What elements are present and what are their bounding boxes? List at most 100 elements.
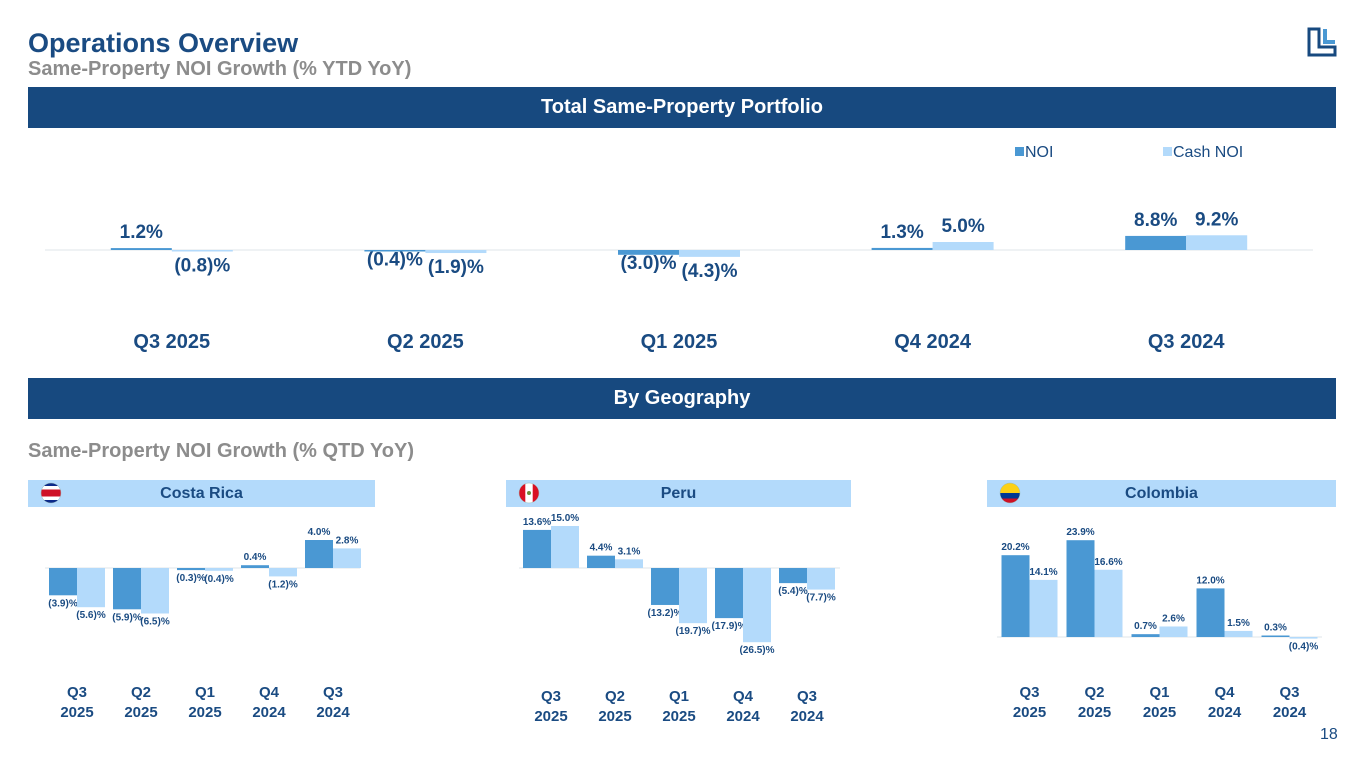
page-number: 18 xyxy=(1320,726,1338,743)
costa-rica-category-label-3-0: Q4 xyxy=(259,684,280,701)
peru-bar-noi-3 xyxy=(715,568,743,619)
costa-rica-bar-cash-noi-0 xyxy=(77,568,105,608)
total-bar-cash-noi-2 xyxy=(679,250,740,257)
total-bar-cash-noi-3 xyxy=(932,242,994,250)
costa-rica-bar-noi-2 xyxy=(177,568,205,571)
peru-title: Peru xyxy=(660,485,697,502)
peru-header: Peru xyxy=(506,480,851,507)
costa-rica-flag-icon xyxy=(40,482,62,504)
colombia-category-label-0-1: 2025 xyxy=(1013,704,1046,721)
total-legend-label-0: NOI xyxy=(1025,144,1053,161)
costa-rica-label-cash-noi-2: (0.4)% xyxy=(204,574,234,585)
total-label-noi-3: 1.3% xyxy=(880,222,923,243)
colombia-label-noi-4: 0.3% xyxy=(1264,623,1287,634)
colombia-bar-noi-4 xyxy=(1261,635,1290,637)
colombia-flag-icon xyxy=(999,482,1021,504)
colombia-label-cash-noi-4: (0.4)% xyxy=(1289,642,1319,653)
costa-rica-label-cash-noi-4: 2.8% xyxy=(336,535,359,546)
total-bar-noi-1 xyxy=(364,250,426,252)
peru-bar-cash-noi-2 xyxy=(679,568,707,624)
total-label-cash-noi-3: 5.0% xyxy=(941,216,984,237)
total-label-cash-noi-4: 9.2% xyxy=(1195,209,1238,230)
total-label-cash-noi-0: (0.8)% xyxy=(174,256,230,277)
colombia-label-cash-noi-0: 14.1% xyxy=(1029,567,1057,578)
peru-label-cash-noi-2: (19.7)% xyxy=(675,626,710,637)
costa-rica-bar-cash-noi-2 xyxy=(205,568,233,571)
colombia-label-noi-3: 12.0% xyxy=(1196,575,1224,586)
peru-bar-cash-noi-4 xyxy=(807,568,835,590)
colombia-label-cash-noi-2: 2.6% xyxy=(1162,613,1185,624)
total-label-noi-1: (0.4)% xyxy=(367,250,423,271)
total-bar-noi-4 xyxy=(1125,235,1187,250)
colombia-title: Colombia xyxy=(1125,485,1198,502)
total-label-noi-2: (3.0)% xyxy=(621,253,677,274)
peru-category-label-2-0: Q1 xyxy=(669,688,689,705)
costa-rica-category-label-3-1: 2024 xyxy=(252,704,286,721)
total-bar-noi-3 xyxy=(871,247,933,250)
colombia-label-noi-2: 0.7% xyxy=(1134,621,1157,632)
colombia-category-label-4-1: 2024 xyxy=(1273,704,1307,721)
total-category-label-1: Q2 2025 xyxy=(387,331,464,353)
total-bar-cash-noi-4 xyxy=(1186,235,1248,250)
colombia-category-label-2-1: 2025 xyxy=(1143,704,1176,721)
peru-bar-cash-noi-1 xyxy=(615,559,643,568)
total-category-label-3: Q4 2024 xyxy=(894,331,972,353)
costa-rica-category-label-0-1: 2025 xyxy=(60,704,93,721)
colombia-bar-cash-noi-0 xyxy=(1029,579,1058,637)
total-legend-swatch-1 xyxy=(1163,147,1172,156)
colombia-category-label-4-0: Q3 xyxy=(1279,684,1299,701)
colombia-bar-noi-0 xyxy=(1001,555,1030,637)
costa-rica-title: Costa Rica xyxy=(160,485,243,502)
company-logo-icon xyxy=(1307,27,1337,57)
costa-rica-bar-cash-noi-3 xyxy=(269,568,297,577)
colombia-bar-noi-2 xyxy=(1131,634,1160,637)
colombia-category-label-0-0: Q3 xyxy=(1019,684,1039,701)
costa-rica-category-label-4-0: Q3 xyxy=(323,684,343,701)
total-legend-label-1: Cash NOI xyxy=(1173,144,1243,161)
total-bar-cash-noi-0 xyxy=(171,250,233,252)
peru-bar-noi-4 xyxy=(779,568,807,584)
costa-rica-header: Costa Rica xyxy=(28,480,375,507)
total-bar-noi-0 xyxy=(110,248,172,250)
colombia-bar-cash-noi-1 xyxy=(1094,569,1123,637)
costa-rica-label-noi-2: (0.3)% xyxy=(176,573,206,584)
costa-rica-category-label-2-0: Q1 xyxy=(195,684,215,701)
by-geography-band: By Geography xyxy=(28,378,1336,419)
peru-bar-noi-2 xyxy=(651,568,679,605)
peru-label-cash-noi-1: 3.1% xyxy=(618,546,641,557)
geography-subtitle: Same-Property NOI Growth (% QTD YoY) xyxy=(28,440,414,462)
peru-label-noi-4: (5.4)% xyxy=(778,586,808,597)
costa-rica-bar-noi-4 xyxy=(305,540,333,568)
total-label-noi-4: 8.8% xyxy=(1134,210,1177,231)
costa-rica-label-noi-1: (5.9)% xyxy=(112,612,142,623)
costa-rica-category-label-1-1: 2025 xyxy=(124,704,157,721)
total-legend-swatch-0 xyxy=(1015,147,1024,156)
peru-label-noi-3: (17.9)% xyxy=(711,621,746,632)
peru-category-label-4-1: 2024 xyxy=(790,708,824,725)
total-category-label-2: Q1 2025 xyxy=(641,331,718,353)
total-label-cash-noi-1: (1.9)% xyxy=(428,257,484,278)
peru-label-noi-0: 13.6% xyxy=(523,517,551,528)
colombia-bar-noi-3 xyxy=(1196,588,1225,637)
costa-rica-label-noi-0: (3.9)% xyxy=(48,598,78,609)
colombia-header: Colombia xyxy=(987,480,1336,507)
peru-category-label-4-0: Q3 xyxy=(797,688,817,705)
colombia-label-noi-1: 23.9% xyxy=(1066,527,1094,538)
total-portfolio-band: Total Same-Property Portfolio xyxy=(28,87,1336,128)
peru-bar-cash-noi-3 xyxy=(743,568,771,643)
costa-rica-category-label-4-1: 2024 xyxy=(316,704,350,721)
total-category-label-0: Q3 2025 xyxy=(133,331,210,353)
costa-rica-category-label-2-1: 2025 xyxy=(188,704,221,721)
peru-category-label-1-1: 2025 xyxy=(598,708,631,725)
costa-rica-bar-noi-0 xyxy=(49,568,77,596)
costa-rica-bar-noi-1 xyxy=(113,568,141,610)
costa-rica-label-cash-noi-3: (1.2)% xyxy=(268,579,298,590)
colombia-category-label-1-1: 2025 xyxy=(1078,704,1111,721)
total-label-cash-noi-2: (4.3)% xyxy=(682,261,738,282)
total-bar-noi-2 xyxy=(618,250,679,255)
peru-category-label-3-1: 2024 xyxy=(726,708,760,725)
costa-rica-category-label-1-0: Q2 xyxy=(131,684,151,701)
peru-label-cash-noi-0: 15.0% xyxy=(551,513,579,524)
total-label-noi-0: 1.2% xyxy=(120,222,163,243)
peru-label-noi-1: 4.4% xyxy=(590,543,613,554)
